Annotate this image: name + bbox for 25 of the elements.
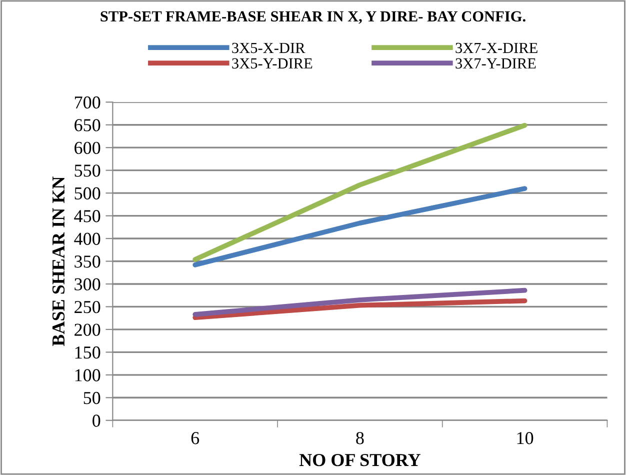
legend-label: 3X7-X-DIRE <box>456 42 538 54</box>
x-axis-title: NO OF STORY <box>299 454 420 466</box>
y-tick-label: 200 <box>74 324 100 336</box>
chart-title: STP-SET FRAME-BASE SHEAR IN X, Y DIRE- BAY CONFIG. <box>100 11 526 24</box>
x-tick-label: 10 <box>517 432 534 444</box>
y-tick-label: 250 <box>74 300 100 314</box>
y-tick-label: 550 <box>74 164 100 177</box>
y-tick-label: 300 <box>74 278 100 290</box>
x-tick-label: 6 <box>191 432 200 444</box>
y-tick-label: 100 <box>75 369 100 382</box>
y-axis-title: BASE SHEAR IN KN <box>52 176 65 346</box>
y-tick-label: 0 <box>92 414 100 427</box>
y-tick-label: 150 <box>75 346 100 359</box>
legend-label: 3X5-Y-DIRE <box>232 58 312 69</box>
legend-label: 3X7-Y-DIRE <box>456 58 536 69</box>
y-tick-label: 600 <box>74 142 100 154</box>
y-tick-label: 500 <box>74 187 100 200</box>
x-tick-label: 8 <box>356 432 364 444</box>
y-tick-label: 450 <box>74 210 100 222</box>
y-tick-label: 50 <box>84 392 100 404</box>
y-tick-label: 400 <box>74 232 100 245</box>
y-tick-label: 700 <box>74 96 100 109</box>
legend-label: 3X5-X-DIR <box>232 42 306 54</box>
y-tick-label: 650 <box>74 119 100 132</box>
y-tick-label: 350 <box>74 256 100 268</box>
